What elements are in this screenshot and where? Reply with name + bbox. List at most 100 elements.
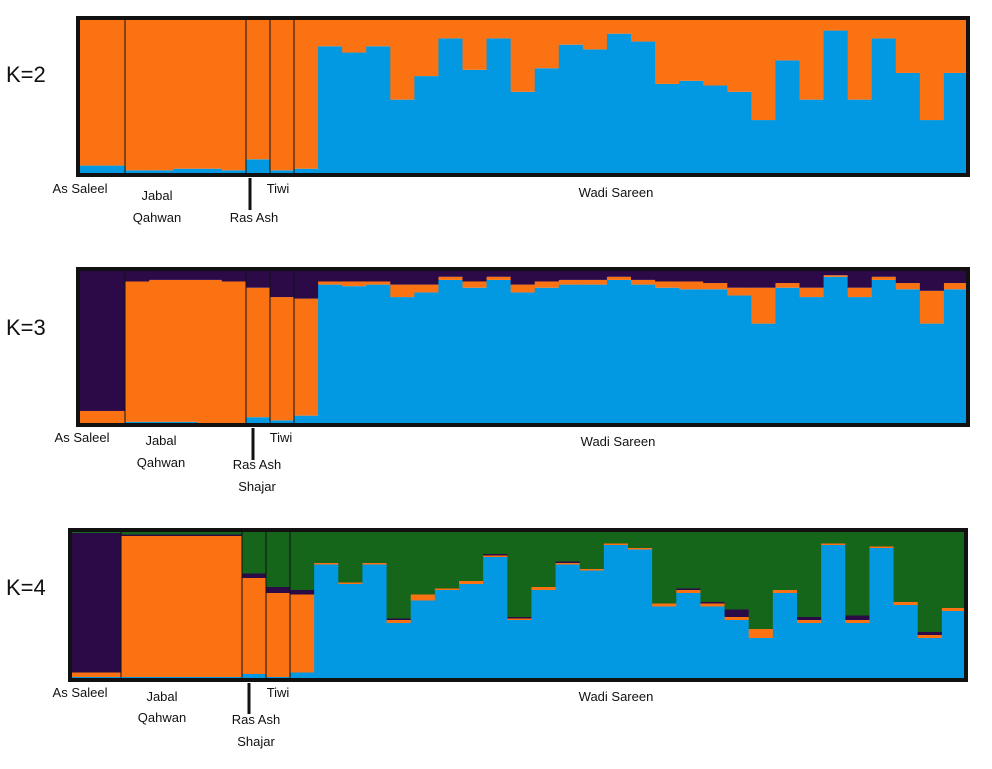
bar-segment-orange xyxy=(652,603,677,607)
bar-segment-blue xyxy=(270,170,295,175)
bar-segment-purple xyxy=(895,269,921,284)
bar-segment-blue xyxy=(606,279,632,425)
bar-segment-orange xyxy=(655,281,680,288)
bar-segment-blue xyxy=(799,297,825,425)
bar-segment-orange xyxy=(700,603,726,607)
bar-segment-blue xyxy=(221,170,247,175)
bar-segment-blue xyxy=(338,584,364,680)
plot-frame xyxy=(68,528,968,682)
bar-segment-orange xyxy=(125,281,150,422)
bar-segment-orange xyxy=(342,18,367,53)
bar-segment-orange xyxy=(462,18,488,70)
bar-segment-orange xyxy=(70,672,97,677)
bar-segment-blue xyxy=(847,297,873,425)
bar-segment-blue xyxy=(727,295,752,425)
population-label: Jabal xyxy=(141,188,172,203)
bar-segment-blue xyxy=(242,674,267,680)
bar-segment-green xyxy=(603,530,629,544)
bar-segment-blue xyxy=(823,276,849,425)
bar-segment-orange xyxy=(751,287,777,324)
bar-segment-orange xyxy=(486,18,512,39)
bar-segment-orange xyxy=(386,620,412,623)
bar-segment-purple xyxy=(775,269,801,284)
bar-segment-orange xyxy=(362,563,388,565)
population-label: Jabal xyxy=(145,433,176,448)
bar-segment-blue xyxy=(772,593,798,680)
bar-segment-orange xyxy=(101,410,126,424)
bar-segment-blue xyxy=(246,159,271,175)
bar-segment-green xyxy=(434,530,460,589)
bar-segment-orange xyxy=(845,620,871,623)
bar-segment-orange xyxy=(294,18,319,169)
bar-segment-orange xyxy=(270,297,295,421)
bar-segment-green xyxy=(748,530,774,629)
bar-segment-green xyxy=(410,530,436,595)
bar-segment-purple xyxy=(871,269,897,277)
bar-segment-orange xyxy=(125,18,150,171)
bar-segment-purple xyxy=(823,269,849,276)
bar-segment-purple xyxy=(917,632,943,635)
bar-segment-orange xyxy=(121,536,146,677)
bar-segment-purple xyxy=(390,269,415,285)
bar-segment-orange xyxy=(510,284,536,293)
bar-segment-purple xyxy=(847,269,873,288)
bar-segment-blue xyxy=(603,545,629,680)
bar-segment-green xyxy=(386,530,412,619)
bar-segment-blue xyxy=(434,590,460,680)
bar-segment-blue xyxy=(751,323,777,425)
bar-segment-green xyxy=(579,530,605,569)
bar-segment-purple xyxy=(700,602,726,604)
population-label: Ras Ash xyxy=(232,712,280,727)
bar-segment-green xyxy=(169,530,195,535)
bar-segment-orange xyxy=(943,283,969,290)
bar-segment-purple xyxy=(797,617,822,620)
bar-segment-purple xyxy=(95,533,122,673)
bar-segment-blue xyxy=(366,46,391,176)
bar-segment-orange xyxy=(95,672,122,677)
bar-segment-blue xyxy=(582,284,608,425)
bar-segment-orange xyxy=(748,629,774,638)
bar-segment-orange xyxy=(558,18,584,45)
bar-segment-green xyxy=(314,530,339,563)
bar-segment-blue xyxy=(799,99,825,175)
bar-segment-blue xyxy=(606,33,632,176)
bar-segment-blue xyxy=(390,297,415,425)
bar-segment-blue xyxy=(775,60,801,175)
panel-k2-label: K=2 xyxy=(6,62,46,87)
bar-segment-orange xyxy=(486,276,512,280)
bar-segment-orange xyxy=(510,18,536,92)
bar-segment-purple xyxy=(121,534,146,536)
bar-segment-blue xyxy=(534,68,560,175)
structure-plot-k2: As Saleel Jabal Qahwan Ras Ash Tiwi Wadi Sare… xyxy=(53,16,970,225)
bar-segment-orange xyxy=(558,279,584,285)
bar-segment-orange xyxy=(414,284,440,293)
bar-segment-blue xyxy=(149,170,174,175)
panel-k3: K=3 As Saleel Jabal Qahwan Ras Ash Shajar Tiw… xyxy=(6,267,970,494)
bar-segment-purple xyxy=(169,534,195,536)
bar-segment-green xyxy=(724,530,750,610)
bar-segment-green xyxy=(507,530,533,617)
bar-segment-blue xyxy=(459,584,484,680)
bar-segment-orange xyxy=(871,276,897,280)
plot-frame xyxy=(76,267,970,427)
bar-segment-blue xyxy=(895,289,921,425)
bar-segment-orange xyxy=(410,594,436,601)
bar-segment-blue xyxy=(270,420,295,425)
bar-segment-blue xyxy=(462,69,488,175)
bar-segment-blue xyxy=(582,49,608,175)
bar-segment-green xyxy=(459,530,484,581)
bar-segment-purple xyxy=(197,269,223,280)
bar-segment-purple xyxy=(679,269,704,282)
bar-segment-green xyxy=(700,530,726,602)
bar-segment-purple xyxy=(943,269,969,284)
bar-segment-blue xyxy=(845,623,871,680)
bar-segment-green xyxy=(821,530,846,544)
population-label: Wadi Sareen xyxy=(579,689,654,704)
bar-segment-orange xyxy=(145,536,170,677)
bar-segment-orange xyxy=(579,569,605,571)
bar-segment-orange xyxy=(193,536,219,677)
bar-segment-purple xyxy=(582,269,608,280)
bar-segment-orange xyxy=(823,275,849,277)
bar-segment-blue xyxy=(797,623,822,680)
